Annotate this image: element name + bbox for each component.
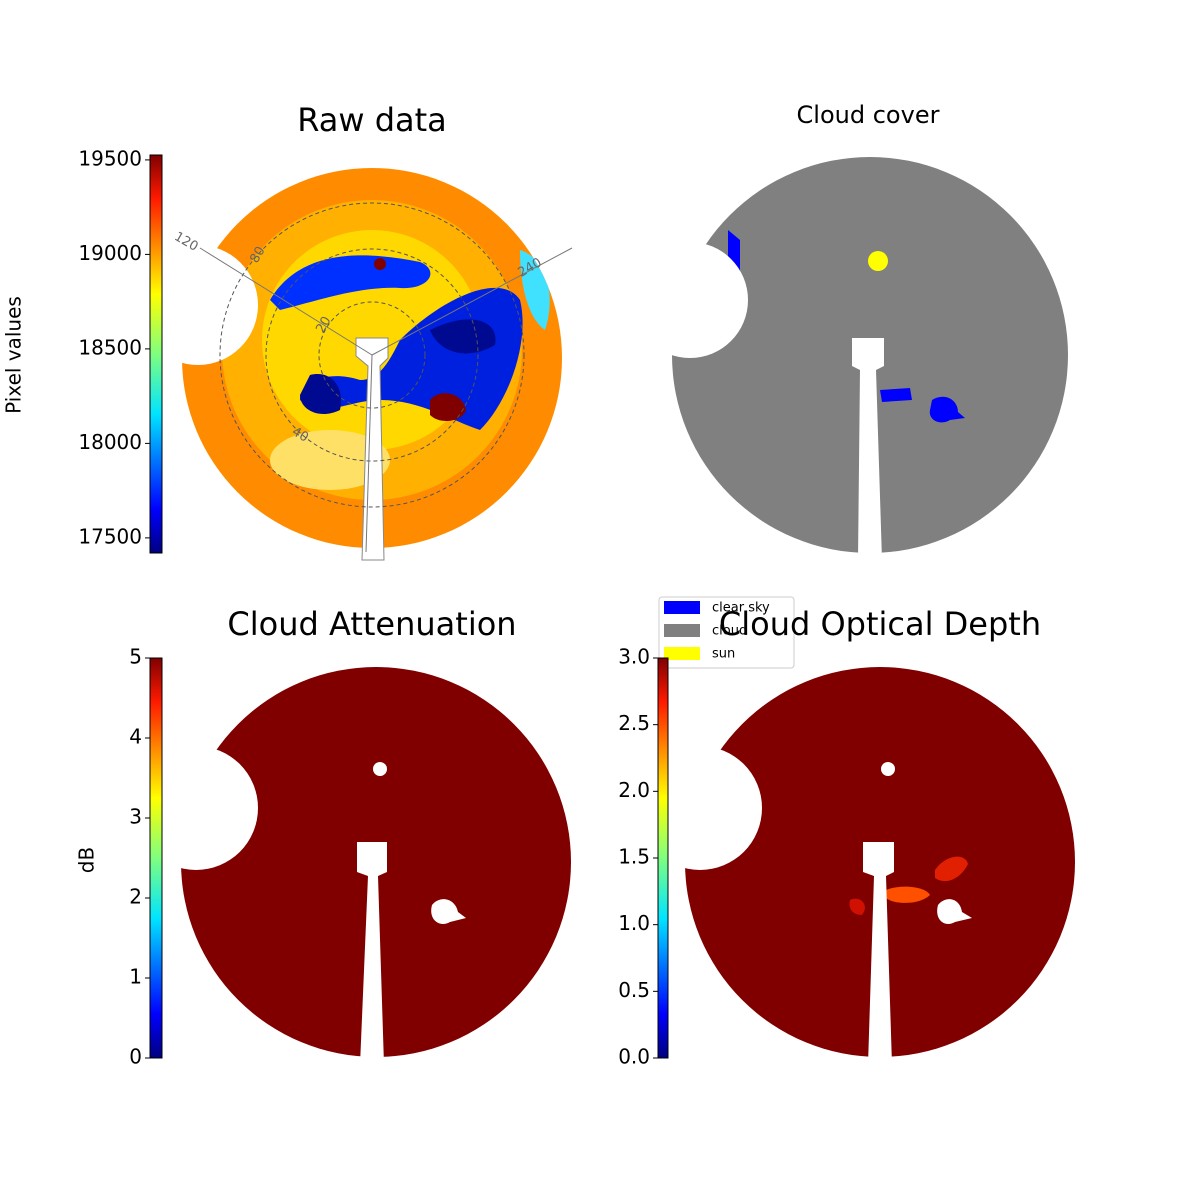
legend-label: sun [712,647,735,662]
colorbar [149,154,163,554]
panel-title: Cloud Attenuation [227,605,516,643]
colorbar-tick-label: 0.0 [618,1045,650,1069]
panel-title: Raw data [297,101,447,139]
panel-title: Cloud cover [797,101,940,129]
colorbar-label: Pixel values [2,296,26,414]
polar-label: 40 [289,424,311,445]
polar-label: 20 [313,314,334,336]
colorbar-tick-label: 3 [129,805,142,829]
colorbar-tick-label: 1.0 [618,911,650,935]
legend-label: cloud [712,624,747,639]
colorbar-tick-label: 18000 [78,430,142,454]
colorbar-tick-label: 5 [129,645,142,669]
colorbar-tick-label: 3.0 [618,645,650,669]
colorbar-tick-label: 0.5 [618,978,650,1002]
legend-label: clear sky [712,601,770,616]
polar-label: 80 [247,244,268,266]
legend-swatch [664,647,700,660]
colorbar [149,657,163,1059]
panel-title: Cloud Optical Depth [719,605,1041,643]
colorbar-tick-label: 2.0 [618,778,650,802]
colorbar-tick-label: 4 [129,725,142,749]
colorbar-tick-label: 2.5 [618,711,650,735]
colorbar-tick-label: 1 [129,965,142,989]
colorbar-tick-label: 2 [129,885,142,909]
colorbar [657,657,669,1059]
colorbar-tick-label: 17500 [78,524,142,548]
colorbar-tick-label: 19000 [78,241,142,265]
legend-swatch [664,601,700,614]
colorbar-label: dB [75,847,99,873]
colorbar-tick-label: 0 [129,1045,142,1069]
legend-swatch [664,624,700,637]
colorbar-tick-label: 1.5 [618,845,650,869]
colorbar-tick-label: 19500 [78,146,142,170]
colorbar-tick-label: 18500 [78,335,142,359]
